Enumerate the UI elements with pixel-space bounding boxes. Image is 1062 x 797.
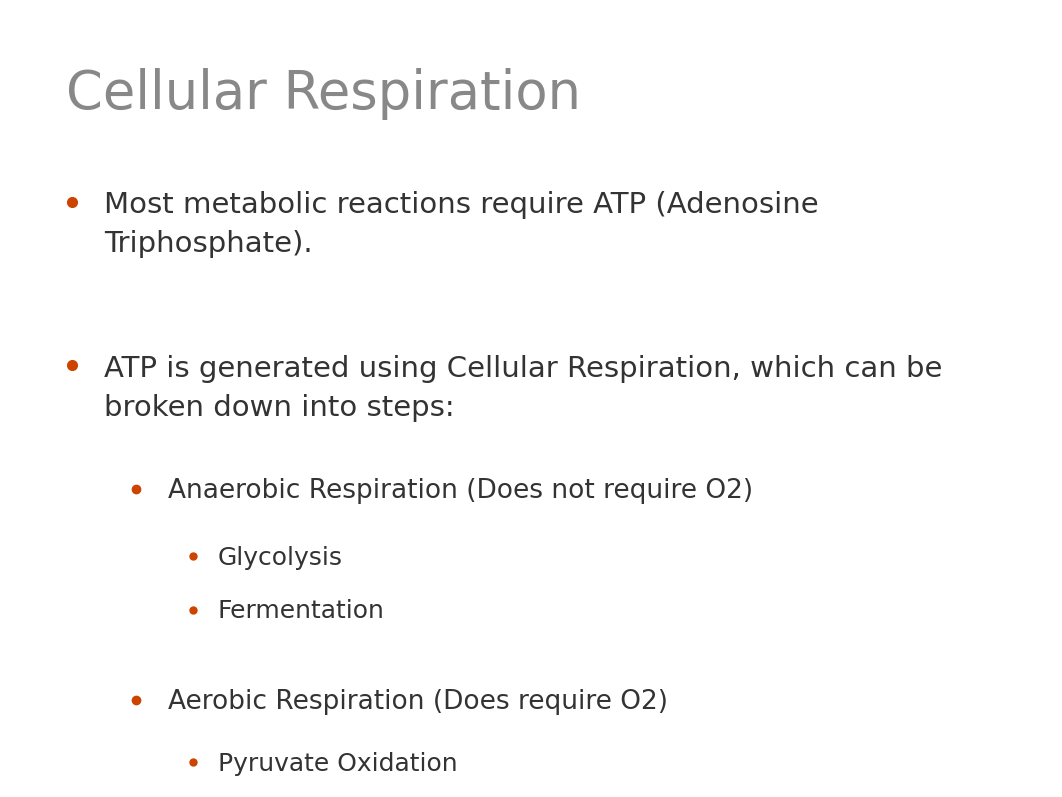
Text: Fermentation: Fermentation <box>218 599 384 623</box>
Text: Glycolysis: Glycolysis <box>218 546 343 570</box>
Text: Aerobic Respiration (Does require O2): Aerobic Respiration (Does require O2) <box>168 689 668 716</box>
Text: Cellular Respiration: Cellular Respiration <box>66 68 581 120</box>
Text: Most metabolic reactions require ATP (Adenosine
Triphosphate).: Most metabolic reactions require ATP (Ad… <box>104 191 819 258</box>
Text: Pyruvate Oxidation: Pyruvate Oxidation <box>218 752 458 775</box>
Text: Anaerobic Respiration (Does not require O2): Anaerobic Respiration (Does not require … <box>168 478 753 505</box>
Text: ATP is generated using Cellular Respiration, which can be
broken down into steps: ATP is generated using Cellular Respirat… <box>104 355 942 422</box>
